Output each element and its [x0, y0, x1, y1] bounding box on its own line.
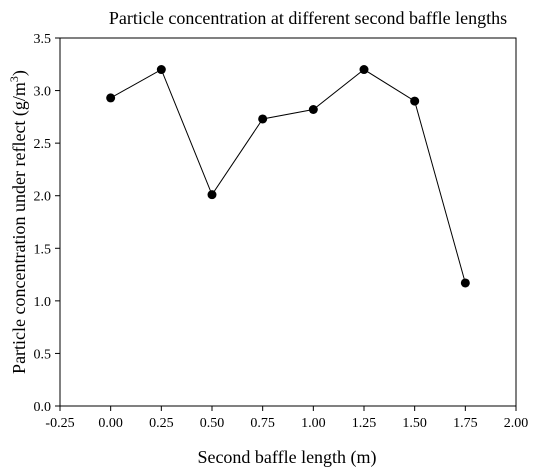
y-tick-label: 3.5	[34, 32, 52, 47]
data-point	[359, 65, 369, 75]
data-point	[258, 114, 268, 124]
x-tick-label: 1.25	[352, 416, 377, 431]
chart-title: Particle concentration at different seco…	[109, 8, 507, 28]
series-line	[110, 68, 466, 284]
y-tick-label: 0.5	[34, 347, 52, 362]
x-axis-ticks: -0.25 0.00 0.25 0.50 0.75 1.00 1.25 1.50 1.75 2.0…	[45, 406, 528, 431]
series-line-group	[110, 68, 466, 284]
x-tick-label: 0.00	[98, 416, 123, 431]
x-axis-label: Second baffle length (m)	[197, 447, 376, 468]
y-axis-label-close: )	[9, 70, 30, 76]
data-point	[410, 96, 420, 106]
x-tick-label: 0.50	[200, 416, 225, 431]
plot-border	[59, 37, 517, 407]
x-tick-label: -0.25	[45, 416, 74, 431]
y-tick-label: 1.0	[34, 295, 52, 310]
plot-frame	[59, 37, 517, 407]
x-tick-label: 2.00	[504, 416, 529, 431]
data-point	[460, 278, 470, 288]
y-tick-label: 1.5	[34, 242, 52, 257]
x-tick-label: 1.75	[453, 416, 478, 431]
y-tick-label: 2.0	[34, 190, 52, 205]
y-tick-label: 0.0	[34, 400, 52, 415]
x-tick-label: 0.25	[149, 416, 174, 431]
y-axis-label-main: Particle concentration under reflect (g/…	[9, 82, 30, 374]
data-point	[156, 65, 166, 75]
y-tick-label: 2.5	[34, 137, 52, 152]
x-tick-label: 1.00	[301, 416, 326, 431]
y-axis-ticks: 0.0 0.5 1.0 1.5 2.0 2.5 3.0 3.5	[34, 32, 60, 415]
y-tick-label: 3.0	[34, 85, 52, 100]
x-tick-label: 1.50	[402, 416, 427, 431]
series-points-group	[106, 65, 470, 288]
data-point	[207, 190, 217, 200]
data-point	[308, 104, 318, 114]
data-point	[106, 93, 116, 103]
y-axis-label: Particle concentration under reflect (g/…	[7, 70, 30, 374]
y-axis-label-superscript: 3	[7, 76, 21, 82]
x-tick-label: 0.75	[250, 416, 275, 431]
